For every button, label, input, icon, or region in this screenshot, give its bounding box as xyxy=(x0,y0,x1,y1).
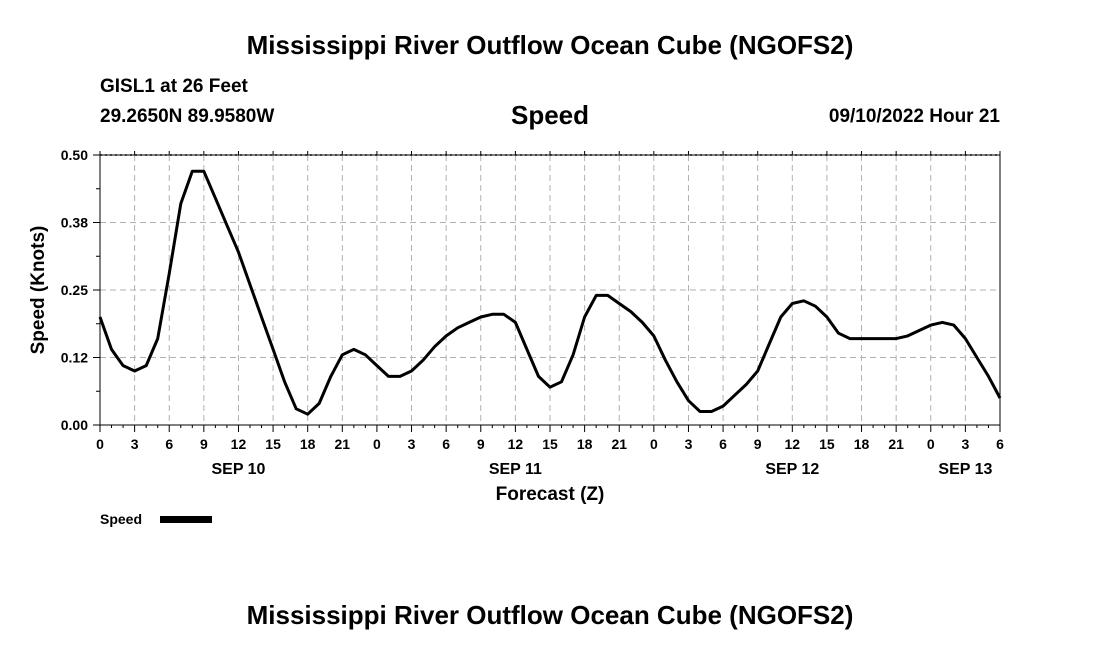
x-date-label: SEP 10 xyxy=(211,461,265,478)
station-coordinates: 29.2650N 89.9580W xyxy=(100,106,275,127)
x-tick-label: 6 xyxy=(442,436,450,452)
legend-label: Speed xyxy=(100,511,142,527)
x-tick-label: 0 xyxy=(96,436,104,452)
x-tick-label: 6 xyxy=(165,436,173,452)
forecast-datetime: 09/10/2022 Hour 21 xyxy=(828,106,1000,127)
station-name: GISL1 at 26 Feet xyxy=(100,76,248,97)
x-tick-label: 3 xyxy=(961,436,969,452)
x-tick-label: 6 xyxy=(719,436,727,452)
x-date-label: SEP 11 xyxy=(489,461,542,478)
page-title-top: Mississippi River Outflow Ocean Cube (NG… xyxy=(246,30,854,60)
x-tick-label: 3 xyxy=(131,436,139,452)
x-tick-label: 15 xyxy=(265,436,281,452)
x-tick-label: 21 xyxy=(611,436,627,452)
x-tick-label: 18 xyxy=(577,436,593,452)
x-date-label: SEP 13 xyxy=(938,461,992,478)
x-tick-label: 3 xyxy=(685,436,693,452)
x-tick-label: 9 xyxy=(200,436,208,452)
y-tick-label: 0.12 xyxy=(61,350,88,366)
x-tick-label: 9 xyxy=(754,436,762,452)
x-tick-label: 18 xyxy=(300,436,316,452)
y-tick-label: 0.00 xyxy=(61,417,88,433)
legend-swatch xyxy=(160,516,212,523)
axes: 0 3 6 9 12 15 18 21 0 3 6 9 12 15 18 21 0 3 6 9 12 15 18 21 0 3 6 0… xyxy=(61,147,1004,478)
x-tick-label: 0 xyxy=(650,436,658,452)
x-tick-label: 12 xyxy=(785,436,801,452)
x-tick-label: 21 xyxy=(335,436,351,452)
y-tick-label: 0.38 xyxy=(61,215,88,231)
x-tick-label: 0 xyxy=(373,436,381,452)
speed-series-line xyxy=(98,169,1002,416)
grid xyxy=(100,155,1000,425)
x-tick-label: 15 xyxy=(819,436,835,452)
page-title-bottom: Mississippi River Outflow Ocean Cube (NG… xyxy=(246,600,854,630)
x-tick-label: 9 xyxy=(477,436,485,452)
x-date-label: SEP 12 xyxy=(765,461,819,478)
x-tick-label: 12 xyxy=(508,436,524,452)
y-axis-label: Speed (Knots) xyxy=(28,226,49,355)
x-tick-label: 15 xyxy=(542,436,558,452)
x-tick-label: 21 xyxy=(888,436,904,452)
x-tick-label: 18 xyxy=(854,436,870,452)
x-tick-label: 6 xyxy=(996,436,1004,452)
x-tick-label: 0 xyxy=(927,436,935,452)
y-tick-label: 0.25 xyxy=(61,282,88,298)
x-tick-label: 3 xyxy=(408,436,416,452)
x-axis-label: Forecast (Z) xyxy=(496,484,605,505)
variable-title: Speed xyxy=(510,100,590,130)
x-tick-label: 12 xyxy=(231,436,247,452)
y-tick-label: 0.50 xyxy=(61,147,88,163)
